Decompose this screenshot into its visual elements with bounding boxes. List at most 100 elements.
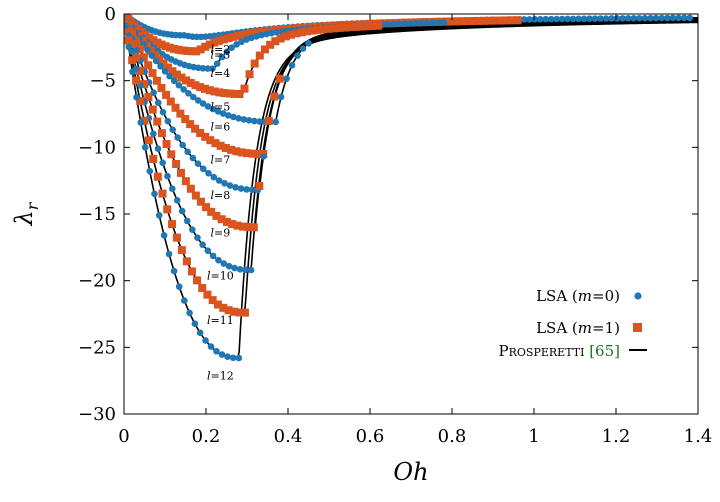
lsa-m0-point: [564, 15, 571, 23]
lsa-m1-point: [124, 36, 133, 45]
mode-label-value: =8: [214, 189, 230, 202]
lsa-m0-point: [133, 93, 140, 101]
lsa-m0-point: [204, 65, 211, 72]
lsa-m1-point: [152, 76, 161, 85]
lsa-m1-point: [276, 34, 285, 43]
mode-label-l2: l=2: [210, 43, 230, 56]
lsa-m0-point: [602, 15, 610, 22]
legend-label-m0: LSA (m=0): [536, 287, 620, 305]
lsa-m1-point: [219, 303, 228, 312]
lsa-m1-point: [178, 46, 187, 55]
lsa-m1-point: [227, 145, 236, 154]
lsa-m0-point: [531, 16, 539, 23]
lsa-m0-point: [125, 43, 133, 51]
lsa-m1-point: [191, 124, 200, 133]
lsa-m1-point: [313, 25, 322, 34]
lsa-m1-point: [238, 222, 247, 231]
mode-label-value: =3: [214, 48, 230, 61]
lsa-m0-point: [236, 265, 244, 273]
lsa-m1-point: [287, 30, 296, 39]
legend-label-m1: LSA (m=1): [536, 319, 620, 337]
lsa-m0-point: [619, 15, 626, 22]
lsa-m1-point: [139, 53, 148, 62]
lsa-m1-point: [324, 24, 333, 33]
mode-label-l: l: [210, 154, 214, 167]
lsa-m0-point: [680, 14, 688, 22]
lsa-m1-point: [172, 159, 181, 168]
lsa-m0-point: [175, 283, 183, 290]
lsa-m0-point: [228, 44, 235, 51]
lsa-m1-point: [206, 136, 215, 145]
lsa-m1-point: [207, 207, 216, 216]
lsa-m1-point: [250, 59, 259, 68]
lsa-m0-point: [199, 100, 207, 107]
lsa-m0-point: [183, 217, 191, 225]
lsa-m0-point: [189, 154, 197, 162]
lsa-m1-point: [168, 220, 177, 229]
lsa-m0-point: [218, 351, 226, 358]
lsa-m0-point: [251, 117, 258, 125]
lsa-m1-point: [157, 83, 166, 92]
lsa-m1-point: [297, 28, 306, 37]
prosperetti-curves: [124, 14, 698, 359]
lsa-m1-point: [319, 25, 328, 34]
lsa-m1-point: [245, 70, 254, 79]
lsa-m1-point: [144, 93, 153, 102]
lsa-m0-point: [204, 247, 212, 255]
lsa-m0-point: [213, 347, 220, 355]
lsa-m0-point: [245, 117, 253, 124]
lsa-m0-point: [669, 14, 677, 22]
lsa-m1-point: [149, 36, 158, 45]
lsa-m0-point: [199, 241, 206, 248]
lsa-m0-point: [401, 20, 409, 27]
lsa-m0-point: [141, 143, 149, 151]
lsa-m0-point: [263, 30, 270, 38]
lsa-m1-point: [203, 290, 212, 299]
mode-label-l8: l=8: [210, 189, 230, 202]
lsa-m0-point: [129, 68, 136, 76]
lsa-m0-point: [196, 329, 204, 337]
lsa-m1-point: [148, 105, 157, 114]
lsa-m1-point: [215, 88, 224, 97]
lsa-m1-point: [146, 46, 155, 55]
lsa-m0-point: [213, 60, 221, 67]
tick-labels: 0 0.2 0.4 0.6 0.8 1 1.2 1.4 0 −5 −10 −15 −20 −25 −30: [78, 4, 712, 447]
lsa-m1-point: [275, 74, 284, 83]
lsa-m1-point: [230, 307, 239, 316]
y-tick-label: −20: [78, 271, 116, 292]
lsa-m1-point: [211, 139, 220, 148]
lsa-m0-point: [558, 15, 566, 23]
lsa-m0-point: [186, 309, 193, 317]
lsa-m0-point: [395, 20, 403, 28]
lsa-m0-point: [597, 15, 604, 22]
lsa-m0-point: [242, 266, 249, 274]
lsa-m1-point: [149, 154, 158, 163]
x-tick-label: 1.2: [602, 426, 631, 447]
lsa-m1-point: [496, 16, 505, 25]
lsa-m1-point: [253, 28, 262, 37]
legend-prosperetti-cite: [65]: [589, 342, 620, 360]
lsa-m1-point: [217, 215, 226, 224]
lsa-m1-point: [191, 81, 200, 90]
lsa-m1-point: [208, 296, 217, 305]
lsa-m1-point: [351, 22, 360, 31]
lsa-m0-point: [406, 20, 414, 27]
lsa-m0-point: [663, 14, 671, 22]
legend: LSA (m=0) LSA (m=1) Prosperetti [65]: [499, 287, 647, 360]
lsa-m0-point: [144, 46, 151, 54]
lsa-m1-point: [452, 17, 461, 26]
mode-label-l: l: [207, 370, 211, 383]
lsa-m1-point: [491, 16, 500, 25]
lsa-m1-point: [174, 45, 183, 54]
lsa-m1-point: [135, 44, 144, 53]
lsa-m0-point: [224, 353, 231, 360]
lsa-m0-point: [658, 14, 665, 22]
mode-label-l4: l=4: [210, 67, 230, 80]
lsa-m0-point: [205, 169, 212, 177]
lsa-m0-point: [232, 183, 239, 191]
lsa-m0-point: [215, 256, 222, 264]
lsa-m0-point: [390, 20, 397, 28]
lsa-m0-point: [184, 148, 192, 156]
lsa-m0-point: [174, 134, 181, 141]
